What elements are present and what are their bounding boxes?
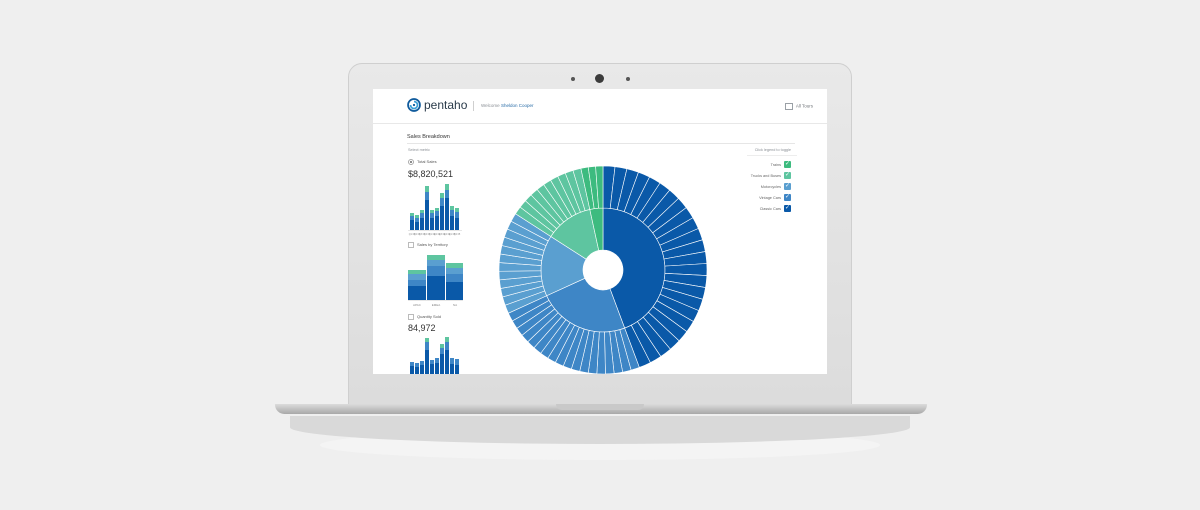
sunburst-subsegment-trains[interactable] [595,165,604,209]
metric-option-sales-by-territory[interactable]: Sales by Territory [408,242,448,248]
legend-toggle-hint: Click legend to toggle [754,148,791,152]
sensor-right [626,77,630,81]
tick-label: EMEA [432,303,441,307]
radio-icon[interactable] [408,242,414,248]
tick-label: Q4 04 [444,233,451,236]
pentaho-logo-icon [407,98,421,112]
tick-label: Q2 03 [414,233,421,236]
page-title: Sales Breakdown [407,134,450,140]
legend-checkbox[interactable] [784,160,791,168]
legend-label: Trains [770,163,781,167]
sensor-left [571,77,575,81]
legend-checkbox[interactable] [784,171,791,179]
legend-checkbox[interactable] [784,182,791,190]
tick-label: Q1 03 [409,233,416,236]
legend-label: Vintage Cars [759,196,781,200]
tick-label: Q2 04 [434,233,441,236]
welcome-prefix: Welcome [481,103,500,108]
sunburst-inner-ring [540,207,666,333]
metric-label: Total Sales [417,159,437,165]
sales-sunburst-chart[interactable] [493,165,713,374]
tick-label: Q1 05 [449,233,456,236]
quantity-sold-value: 84,972 [408,323,436,333]
legend-label: Classic Cars [759,207,781,211]
tick-label: NA [453,303,457,307]
mini-bars [410,184,459,230]
metric-option-quantity-sold[interactable]: Quantity Sold [408,314,441,320]
tick-label: Q4 03 [424,233,431,236]
laptop-underside [290,416,910,444]
welcome-message: Welcome Sheldon Cooper [481,103,533,108]
tick-label: Q1 04 [429,233,436,236]
laptop-notch [556,404,644,410]
select-metric-label: Select metric [408,148,430,152]
quantity-mini-chart [410,337,459,374]
tick-label: Q3 03 [419,233,426,236]
webcam [595,74,604,83]
radio-icon[interactable] [408,159,414,165]
brand-name: pentaho [424,98,468,112]
territory-mini-chart: APAC EMEA NA [408,255,463,307]
tick-label: Q3 04 [439,233,446,236]
tours-label: All Tours [795,103,813,109]
legend-label: Motorcycles [760,185,781,189]
screen: pentaho Welcome Sheldon Cooper All Tours… [373,89,827,374]
metric-option-total-sales[interactable]: Total Sales [408,159,437,165]
tick-label: APAC [413,303,422,307]
hint-divider [747,155,797,156]
radio-icon[interactable] [408,314,414,320]
legend-checkbox[interactable] [784,204,791,212]
tours-icon [784,103,793,110]
header-divider [473,101,474,111]
sunburst-outer-ring [498,165,708,374]
legend-checkbox[interactable] [784,193,791,201]
legend-label: Trucks and Buses [750,174,781,178]
metric-label: Sales by Territory [417,242,448,248]
territory-tick-labels: APAC EMEA NA [413,303,457,307]
title-divider [407,143,795,144]
app-header: pentaho Welcome Sheldon Cooper All Tours [373,89,827,124]
user-name-link[interactable]: Sheldon Cooper [500,103,534,108]
all-tours-button[interactable]: All Tours [784,103,813,110]
total-sales-value: $8,820,521 [408,169,454,179]
tick-label: Q2 05 [454,233,461,236]
metric-label: Quantity Sold [417,314,442,320]
